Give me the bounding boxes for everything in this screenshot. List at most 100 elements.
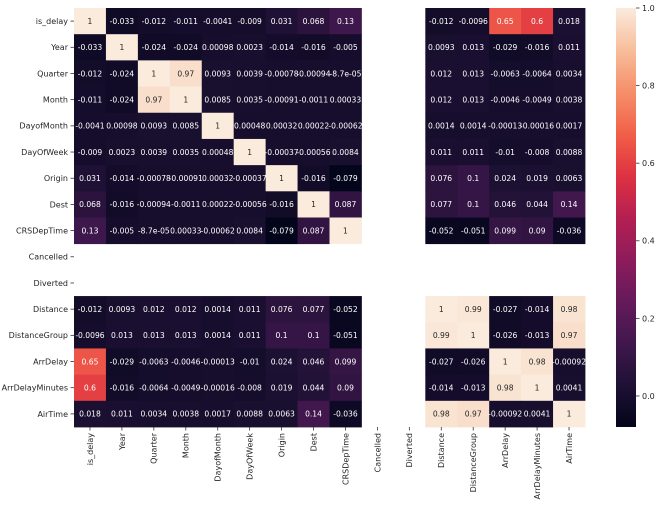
- cell-annotation: -0.0049: [522, 95, 551, 104]
- cell-annotation: -0.013: [525, 331, 550, 340]
- heatmap-cell: [329, 86, 362, 114]
- cell-annotation: 0.99: [433, 331, 450, 340]
- heatmap-cell: [521, 8, 554, 35]
- cell-annotation: -0.052: [429, 226, 454, 235]
- x-tick-label: Quarter: [150, 432, 159, 464]
- cell-annotation: -0.00091: [169, 174, 203, 183]
- cell-annotation: -0.008: [237, 384, 262, 393]
- cell-annotation: 1: [215, 122, 220, 131]
- heatmap-cell: [553, 34, 586, 61]
- heatmap-cell: [201, 138, 235, 166]
- cell-annotation: 1: [343, 226, 348, 235]
- cell-annotation: 0.00033: [170, 226, 202, 235]
- heatmap-cell: [169, 217, 203, 245]
- heatmap-cell: [201, 374, 235, 402]
- cell-annotation: -0.0041: [75, 122, 104, 131]
- heatmap-cell: [425, 8, 458, 35]
- cell-annotation: 0.013: [175, 331, 197, 340]
- heatmap-cell: [74, 374, 107, 402]
- cell-annotation: 0.099: [335, 357, 357, 366]
- cell-annotation: 0.019: [526, 174, 548, 183]
- cell-annotation: 0.65: [82, 357, 99, 366]
- x-tick-label: CRSDepTime: [341, 433, 350, 485]
- cell-annotation: -0.00056: [233, 200, 267, 209]
- cell-annotation: -0.024: [110, 69, 135, 78]
- heatmap-cell: [201, 86, 235, 114]
- heatmap-cell: [553, 322, 586, 349]
- heatmap-cell: [169, 322, 203, 349]
- cell-annotation: -0.00062: [328, 122, 362, 131]
- heatmap-cell: [457, 138, 490, 166]
- heatmap-cell: [105, 400, 139, 428]
- heatmap-cell: [521, 86, 554, 114]
- heatmap-cell: [297, 138, 330, 166]
- heatmap-cell: [425, 60, 458, 87]
- heatmap-cell: [233, 86, 267, 114]
- cell-annotation: 0.00032: [202, 174, 234, 183]
- heatmap-cell: [105, 374, 139, 402]
- heatmap-cell: [74, 400, 107, 428]
- cell-annotation: -0.008: [525, 148, 550, 157]
- heatmap-cell: [201, 112, 235, 140]
- cell-annotation: -0.0096: [459, 17, 488, 26]
- cell-annotation: 0.011: [558, 43, 580, 52]
- heatmap-cell: [105, 138, 139, 166]
- heatmap-cell: [489, 322, 522, 349]
- cell-annotation: 0.00048: [202, 148, 234, 157]
- heatmap-cell: [297, 348, 330, 376]
- heatmap-cell: [74, 34, 107, 61]
- heatmap-cell: [457, 8, 490, 35]
- cell-annotation: 0.98: [561, 305, 578, 314]
- heatmap-cell: [457, 296, 490, 323]
- cell-annotation: -0.0049: [171, 384, 200, 393]
- cell-annotation: -0.036: [333, 410, 358, 419]
- cell-annotation: -0.012: [78, 305, 103, 314]
- cell-annotation: -0.024: [110, 95, 135, 104]
- cell-annotation: 0.14: [305, 410, 322, 419]
- cell-annotation: 0.099: [494, 226, 516, 235]
- cell-annotation: -0.016: [301, 43, 326, 52]
- heatmap-cell: [233, 217, 267, 245]
- cell-annotation: -0.012: [142, 17, 167, 26]
- heatmap-annotations: 1 -0.033 -0.012 -0.011 -0.0041 -0.009 0.031 0.0…: [75, 17, 586, 419]
- cell-annotation: -0.00062: [201, 226, 235, 235]
- heatmap-cell: [297, 165, 330, 192]
- heatmap-cell: [137, 138, 171, 166]
- heatmap-cell: [489, 60, 522, 87]
- cell-annotation: -0.00078: [265, 69, 299, 78]
- heatmap-cell: [489, 296, 522, 323]
- heatmap-cell: [297, 322, 330, 349]
- cell-annotation: -0.0046: [491, 95, 520, 104]
- heatmap-cells: [74, 8, 586, 428]
- cell-annotation: 0.087: [335, 200, 357, 209]
- cell-annotation: -0.005: [333, 43, 358, 52]
- cell-annotation: -0.00094: [296, 69, 330, 78]
- heatmap-cell: [74, 8, 107, 35]
- cell-annotation: -0.00092: [552, 357, 586, 366]
- y-tick-label: AirTime: [37, 410, 68, 419]
- heatmap-cell: [457, 112, 490, 140]
- cell-annotation: 0.98: [497, 384, 514, 393]
- y-tick-label: DayOfWeek: [21, 148, 68, 157]
- y-tick-label: ArrDelay: [33, 357, 68, 366]
- cell-annotation: -0.00078: [137, 174, 171, 183]
- cell-annotation: -0.027: [429, 357, 454, 366]
- cell-annotation: -0.0063: [139, 357, 168, 366]
- cell-annotation: 0.6: [84, 384, 96, 393]
- heatmap-cell: [201, 348, 235, 376]
- x-tick-label: DayOfWeek: [246, 433, 255, 480]
- cell-annotation: 0.0093: [141, 122, 168, 131]
- heatmap-cell: [457, 60, 490, 87]
- cell-annotation: 0.0084: [332, 148, 359, 157]
- heatmap-cell: [553, 400, 586, 428]
- heatmap-cell: [233, 34, 267, 61]
- y-tick-label: Origin: [44, 174, 68, 183]
- cell-annotation: -0.009: [78, 148, 103, 157]
- cell-annotation: 0.0017: [204, 410, 231, 419]
- heatmap-cell: [74, 348, 107, 376]
- cell-annotation: 0.044: [526, 200, 548, 209]
- cell-annotation: 0.011: [239, 331, 261, 340]
- cell-annotation: -0.00092: [488, 410, 522, 419]
- cell-annotation: -0.009: [237, 17, 262, 26]
